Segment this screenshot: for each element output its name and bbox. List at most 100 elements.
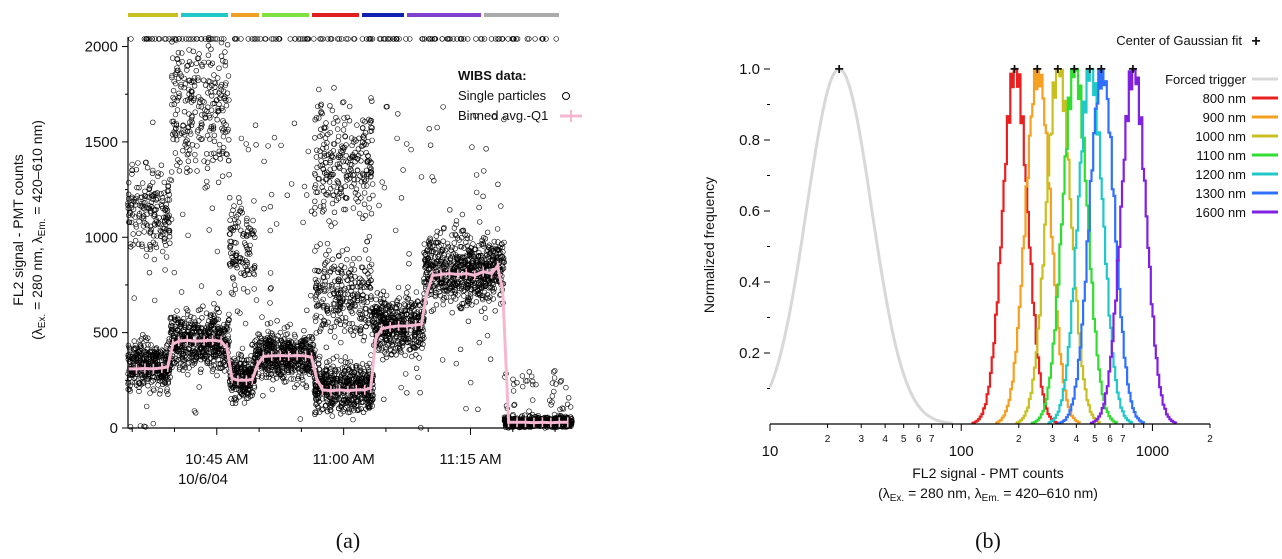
particle-point — [290, 376, 297, 382]
particle-point — [263, 337, 269, 343]
particle-point — [467, 235, 474, 241]
particle-point — [354, 122, 360, 128]
particle-point — [262, 36, 268, 42]
particle-point — [231, 203, 237, 209]
particle-point — [204, 178, 210, 185]
particle-point — [245, 36, 252, 42]
particle-point — [252, 352, 259, 358]
particle-point — [169, 169, 175, 175]
particle-point — [196, 351, 202, 357]
particle-point — [205, 59, 212, 66]
particle-point — [186, 325, 192, 331]
particle-point — [129, 167, 136, 174]
particle-point — [413, 365, 420, 371]
particle-point — [189, 142, 196, 148]
particle-point — [461, 293, 467, 299]
particle-point — [353, 365, 360, 371]
particle-point — [312, 170, 318, 177]
particle-point — [223, 80, 229, 86]
particle-point — [475, 242, 482, 249]
particle-point — [174, 162, 180, 169]
particle-point — [234, 265, 240, 271]
particle-point — [329, 413, 335, 419]
particle-point — [184, 152, 191, 158]
particle-point — [138, 343, 144, 349]
particle-point — [186, 77, 192, 84]
particle-point — [227, 225, 233, 232]
particle-point — [181, 362, 188, 368]
particle-point — [187, 313, 194, 320]
particle-point — [342, 183, 349, 189]
particle-point — [177, 159, 183, 166]
particle-point — [139, 214, 145, 221]
particle-point — [186, 86, 192, 93]
particle-point — [184, 128, 191, 135]
particle-point — [183, 139, 189, 145]
particle-point — [186, 151, 192, 157]
particle-point — [133, 221, 139, 228]
particle-point — [141, 200, 147, 206]
particle-point — [134, 356, 140, 362]
particle-point — [318, 101, 324, 108]
particle-point — [342, 121, 348, 128]
particle-point — [480, 193, 486, 200]
particle-point — [376, 202, 382, 209]
particle-point — [178, 289, 185, 295]
particle-point — [350, 255, 357, 262]
particle-point — [263, 374, 269, 380]
particle-point — [198, 96, 204, 103]
particle-point — [268, 191, 275, 198]
particle-point — [326, 247, 332, 254]
particle-point — [216, 65, 222, 71]
particle-point — [196, 51, 202, 57]
particle-point — [486, 242, 492, 248]
particle-point — [189, 359, 195, 366]
particle-point — [166, 36, 172, 42]
particle-point — [146, 205, 152, 212]
particle-point — [181, 84, 187, 91]
particle-point — [182, 132, 188, 138]
particle-point — [240, 233, 246, 239]
particle-point — [140, 216, 147, 222]
particle-point — [224, 151, 230, 158]
particle-point — [308, 208, 315, 215]
particle-point — [339, 248, 346, 254]
particle-point — [247, 242, 253, 249]
particle-point — [144, 246, 150, 253]
particle-point — [341, 115, 347, 121]
particle-point — [220, 329, 227, 335]
particle-point — [358, 195, 364, 201]
particle-point — [199, 61, 205, 68]
particle-point — [198, 123, 205, 129]
particle-point — [170, 87, 177, 94]
particle-point — [324, 240, 331, 247]
particle-point — [207, 78, 213, 85]
particle-point — [141, 220, 148, 226]
particle-point — [185, 371, 191, 378]
particle-point — [173, 122, 180, 128]
particle-point — [171, 269, 178, 276]
particle-point — [188, 93, 195, 99]
particle-point — [200, 303, 206, 309]
particle-point — [169, 74, 175, 81]
particle-point — [202, 332, 209, 338]
particle-point — [304, 365, 311, 372]
particle-point — [197, 99, 203, 105]
particle-point — [359, 361, 366, 367]
particle-point — [162, 369, 169, 376]
particle-point — [252, 122, 259, 128]
particle-point — [191, 79, 197, 85]
particle-point — [298, 348, 304, 354]
particle-point — [174, 308, 180, 314]
particle-point — [261, 158, 267, 165]
particle-point — [157, 391, 163, 397]
particle-point — [404, 290, 410, 296]
particle-point — [495, 181, 501, 188]
particle-point — [170, 94, 176, 101]
particle-point — [313, 297, 319, 303]
particle-point — [146, 186, 152, 192]
particle-point — [330, 312, 337, 318]
particle-point — [199, 136, 205, 142]
particle-point — [230, 259, 236, 266]
particle-point — [164, 388, 170, 395]
